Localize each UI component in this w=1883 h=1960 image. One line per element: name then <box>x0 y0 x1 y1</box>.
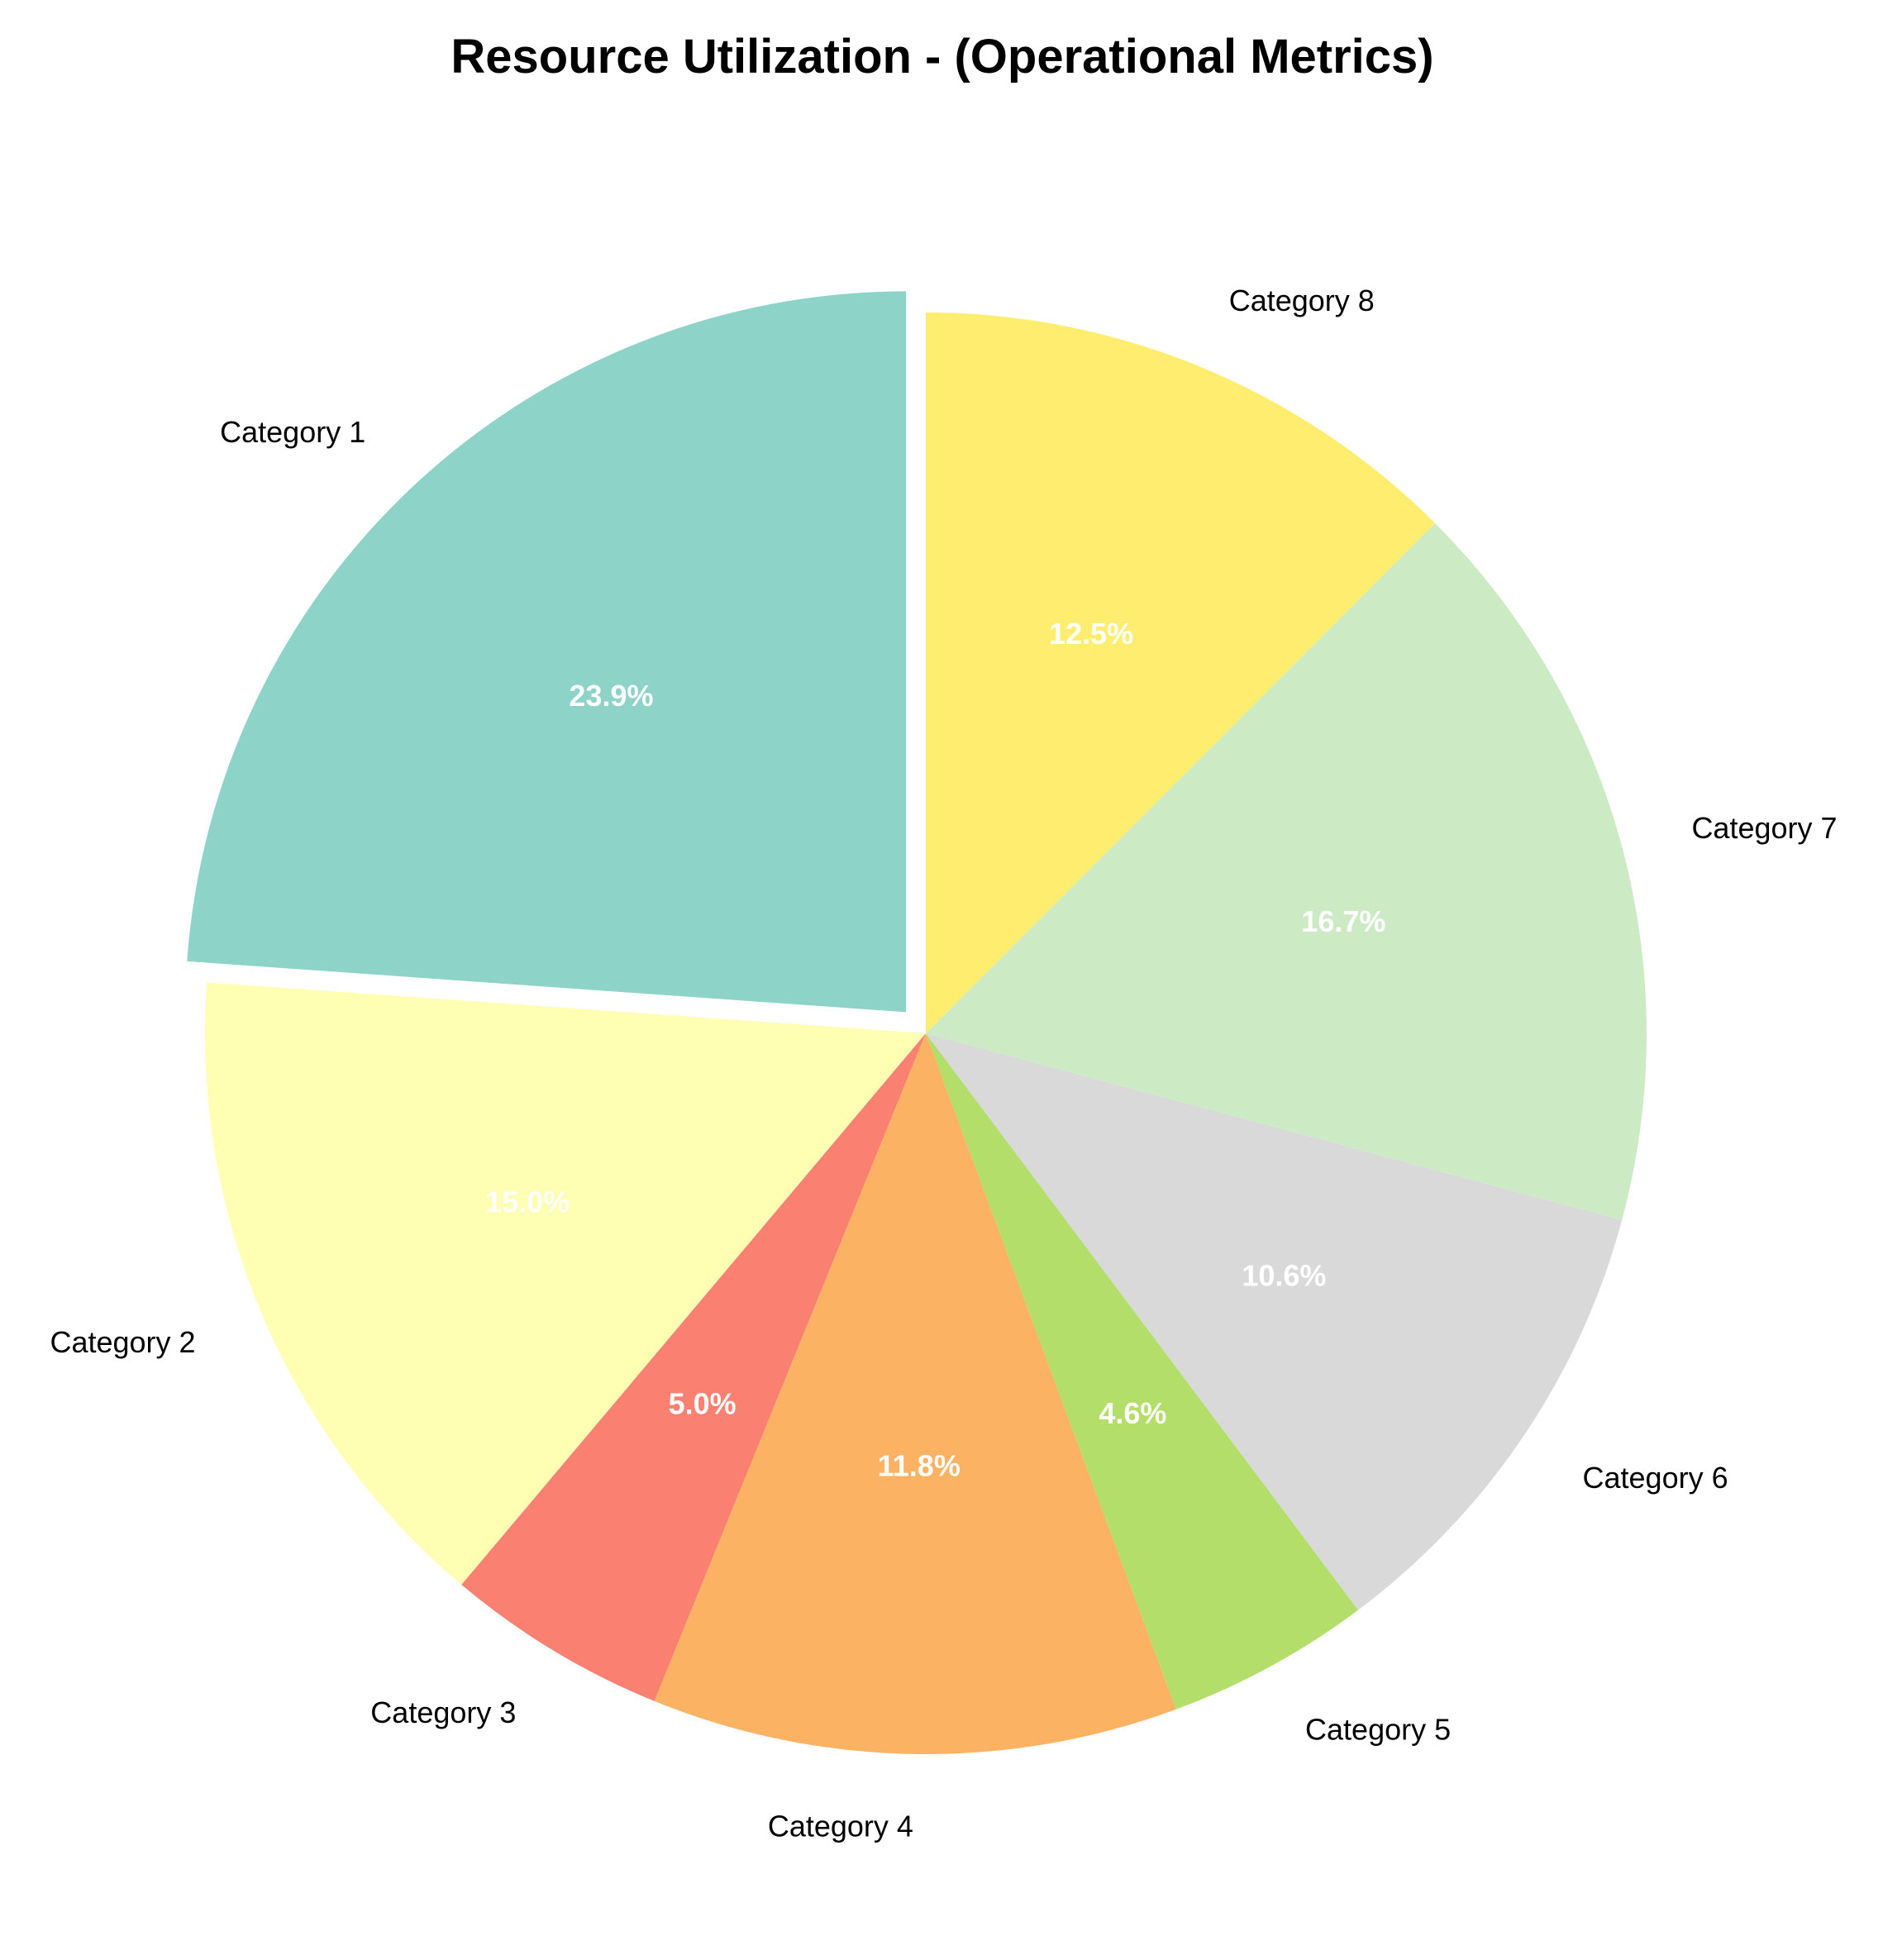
pie-slice-2 <box>205 982 927 1586</box>
category-label-6: Category 6 <box>1583 1461 1728 1495</box>
category-label-7: Category 7 <box>1691 811 1837 845</box>
category-label-8: Category 8 <box>1229 284 1375 317</box>
category-label-5: Category 5 <box>1305 1713 1451 1747</box>
percentage-labels: 23.9% 15.0% 5.0% 11.8% 4.6% 10.6% 16.7% 12.5% <box>485 617 1385 1483</box>
chart-title: Resource Utilization - (Operational Metr… <box>450 30 1433 83</box>
pie-slice-3 <box>461 1033 926 1701</box>
pie-slice-5 <box>926 1033 1359 1710</box>
category-label-3: Category 3 <box>370 1695 516 1729</box>
category-label-2: Category 2 <box>50 1325 195 1359</box>
category-label-4: Category 4 <box>768 1810 913 1843</box>
percentage-label-1: 23.9% <box>569 679 653 713</box>
pie-slice-4 <box>654 1033 1176 1754</box>
percentage-label-3: 5.0% <box>669 1386 737 1420</box>
percentage-label-2: 15.0% <box>485 1185 570 1218</box>
pie-slice-7 <box>926 522 1647 1220</box>
percentage-label-4: 11.8% <box>878 1449 961 1483</box>
pie-slices <box>187 291 1647 1754</box>
category-label-1: Category 1 <box>220 415 365 449</box>
pie-slice-6 <box>926 1033 1623 1610</box>
percentage-label-6: 10.6% <box>1242 1259 1326 1293</box>
category-labels: Category 1 Category 2 Category 3 Category 4… <box>50 284 1837 1843</box>
pie-slice-8 <box>926 312 1436 1033</box>
percentage-label-8: 12.5% <box>1049 617 1133 651</box>
pie-slice-1 <box>187 291 907 1013</box>
percentage-label-5: 4.6% <box>1099 1396 1166 1430</box>
percentage-label-7: 16.7% <box>1301 904 1385 938</box>
